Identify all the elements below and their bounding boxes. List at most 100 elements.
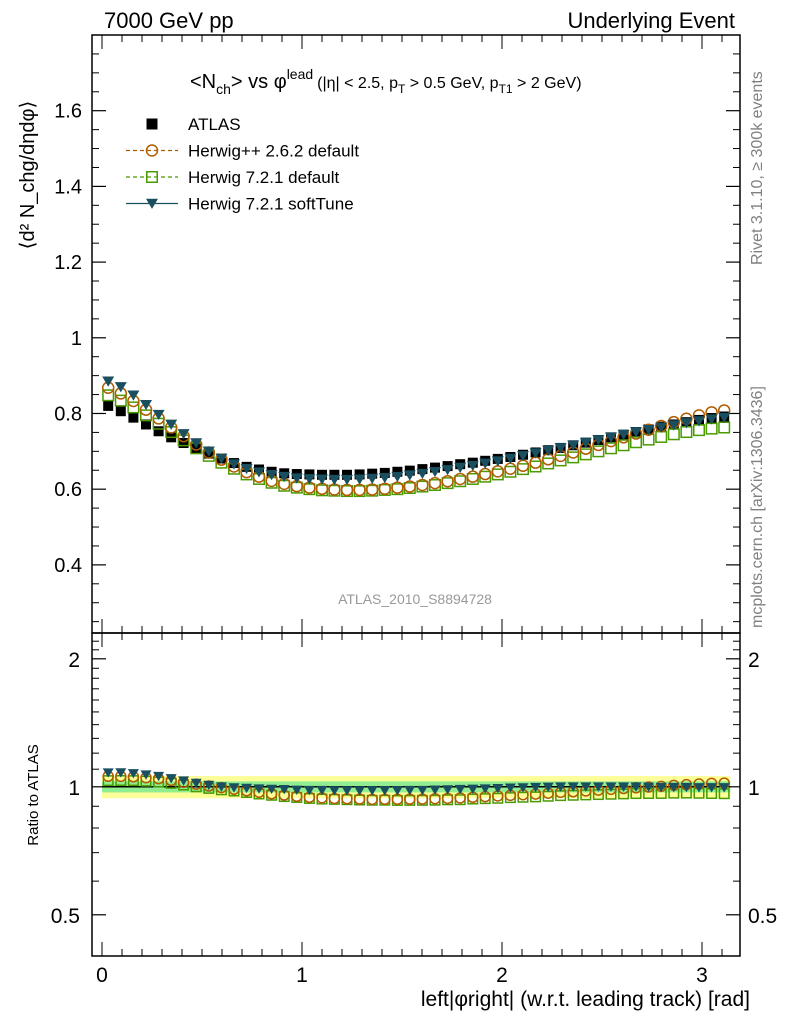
main-point-filled-square: [153, 426, 164, 437]
main-ytick-label: 1.2: [54, 252, 82, 274]
ratio-ytick-label-right: 2: [748, 649, 760, 672]
xtick-label: 3: [696, 964, 708, 987]
main-point-filled-triangle-down: [441, 465, 454, 476]
main-point-open-square: [542, 457, 555, 470]
legend-label: Herwig 7.2.1 softTune: [188, 195, 354, 214]
main-point-open-circle: [478, 467, 492, 481]
main-point-open-square: [529, 460, 542, 473]
main-point-open-circle: [466, 470, 480, 483]
main-point-filled-triangle-down: [554, 443, 567, 454]
main-ytick-label: 0.6: [54, 479, 82, 501]
main-point-filled-triangle-down: [114, 382, 127, 393]
ratio-point-filled-triangle-down: [303, 785, 315, 796]
ratio-point-filled-triangle-down: [178, 776, 190, 786]
main-point-open-square: [127, 401, 140, 414]
ratio-point-filled-triangle-down: [140, 770, 152, 780]
main-point-filled-triangle-down: [152, 409, 165, 421]
ratio-point-filled-triangle-down: [555, 782, 567, 792]
main-point-filled-triangle-down: [592, 435, 605, 446]
ratio-point-filled-triangle-down: [492, 784, 504, 794]
main-point-open-square: [517, 463, 529, 476]
main-point-filled-triangle-down: [228, 459, 240, 470]
ratio-point-filled-triangle-down: [391, 786, 403, 796]
xtick-label: 1: [296, 964, 308, 987]
main-point-filled-triangle-down: [630, 427, 642, 438]
main-point-filled-triangle-down: [403, 470, 416, 481]
main-point-open-square: [592, 445, 605, 458]
main-series: [101, 376, 731, 498]
header-left: 7000 GeV pp: [104, 8, 234, 33]
main-point-filled-triangle-down: [215, 453, 228, 464]
main-point-filled-triangle-down: [353, 474, 366, 485]
main-point-open-circle: [365, 483, 379, 496]
main-point-open-square: [102, 389, 115, 402]
main-point-open-circle: [491, 465, 505, 478]
main-point-filled-triangle-down: [504, 453, 517, 464]
main-point-filled-triangle-down: [341, 474, 353, 486]
main-point-open-square: [718, 421, 731, 434]
main-point-open-square: [554, 454, 567, 467]
main-point-open-square: [114, 394, 127, 407]
main-point-filled-triangle-down: [605, 432, 617, 443]
ratio-ytick-label: 1: [68, 777, 80, 800]
ratio-point-filled-triangle-down: [504, 783, 516, 793]
main-point-open-circle: [504, 462, 517, 475]
main-point-filled-square: [354, 469, 365, 480]
ratio-point-filled-triangle-down: [404, 785, 416, 796]
ratio-point-filled-triangle-down: [618, 782, 630, 792]
main-point-open-circle: [403, 480, 417, 493]
main-point-open-circle: [416, 478, 429, 492]
ratio-point-filled-triangle-down: [341, 786, 353, 796]
analysis-id: ATLAS_2010_S8894728: [338, 591, 492, 607]
main-point-filled-triangle-down: [127, 390, 140, 401]
legend-label: ATLAS: [188, 115, 241, 134]
main-point-open-circle: [453, 472, 467, 486]
ratio-point-filled-triangle-down: [517, 783, 529, 793]
main-point-filled-triangle-down: [567, 440, 580, 451]
main-point-filled-triangle-down: [240, 463, 253, 475]
main-point-filled-square: [178, 438, 189, 449]
ratio-point-filled-triangle-down: [102, 768, 114, 778]
ratio-point-filled-triangle-down: [291, 785, 303, 795]
main-point-filled-square: [392, 466, 403, 477]
ratio-ytick-label-right: 0.5: [748, 905, 777, 928]
ratio-point-filled-triangle-down: [718, 783, 730, 793]
ratio-point-filled-triangle-down: [266, 784, 278, 795]
main-point-filled-triangle-down: [491, 456, 504, 467]
main-point-filled-triangle-down: [391, 471, 404, 483]
xtick-label: 2: [496, 964, 508, 987]
main-point-filled-square: [141, 419, 151, 430]
main-point-open-circle: [516, 459, 530, 472]
main-point-filled-square: [342, 469, 352, 480]
ratio-point-filled-triangle-down: [127, 769, 139, 779]
main-point-open-circle: [428, 476, 442, 490]
ratio-point-filled-triangle-down: [241, 783, 253, 794]
ratio-point-filled-triangle-down: [442, 785, 454, 795]
ratio-point-filled-triangle-down: [366, 786, 378, 796]
main-point-open-circle: [378, 482, 392, 496]
main-point-open-square: [655, 430, 668, 443]
main-point-open-square: [680, 426, 693, 439]
main-point-filled-triangle-down: [316, 474, 328, 485]
ratio-point-filled-triangle-down: [706, 783, 718, 793]
main-point-filled-triangle-down: [517, 451, 529, 462]
legend: ATLAS Herwig++ 2.6.2 default Herwig 7.2.1 …: [126, 115, 359, 214]
ratio-point-filled-triangle-down: [328, 786, 340, 796]
main-point-filled-triangle-down: [667, 420, 680, 431]
main-ytick-label: 1.6: [54, 101, 82, 123]
ratio-point-filled-triangle-down: [693, 783, 705, 793]
legend-marker: [145, 144, 159, 157]
main-point-filled-square: [115, 406, 126, 417]
ratio-point-filled-triangle-down: [592, 782, 604, 792]
main-point-filled-triangle-down: [454, 462, 467, 474]
main-point-filled-square: [367, 468, 378, 479]
main-point-filled-triangle-down: [579, 437, 592, 449]
ratio-point-filled-triangle-down: [253, 784, 265, 794]
ratio-point-filled-triangle-down: [165, 774, 177, 784]
main-point-filled-triangle-down: [177, 429, 190, 440]
main-point-open-square: [479, 470, 492, 483]
main-point-filled-triangle-down: [542, 445, 555, 456]
main-point-filled-triangle-down: [290, 473, 303, 484]
main-point-filled-triangle-down: [642, 424, 655, 436]
ratio-point-filled-triangle-down: [567, 782, 579, 792]
